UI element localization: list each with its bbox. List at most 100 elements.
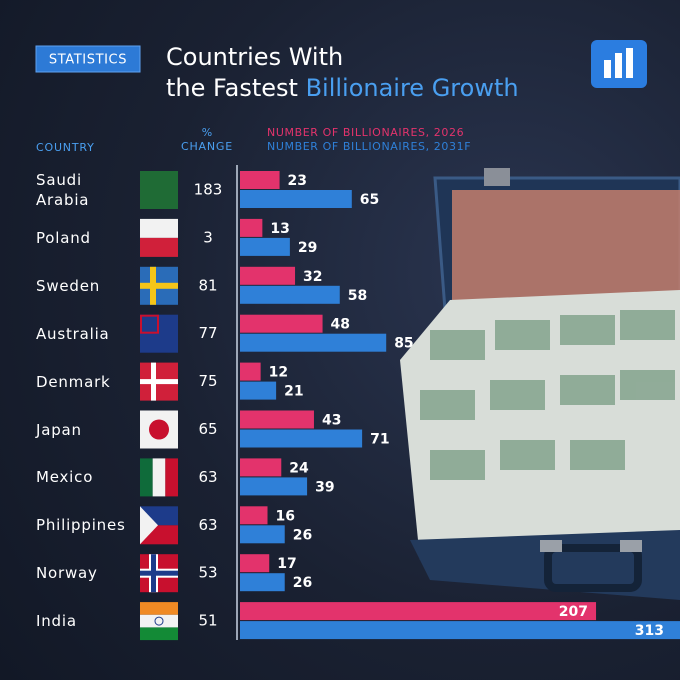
chart-title-line: the Fastest Billionaire Growth — [166, 74, 519, 102]
bar — [240, 621, 680, 640]
percent-change: 53 — [198, 564, 217, 582]
badge: STATISTICS — [49, 53, 127, 68]
flag-part — [140, 282, 178, 289]
bar — [240, 333, 387, 352]
flag-part — [149, 419, 169, 440]
country-label: Australia — [36, 324, 110, 343]
percent-change: 63 — [198, 468, 217, 486]
flag-part — [140, 218, 178, 238]
bar — [240, 602, 597, 621]
value-label: 48 — [331, 317, 350, 333]
flag-part — [142, 316, 157, 332]
value-label: 16 — [276, 508, 295, 524]
flag-part — [140, 506, 158, 545]
flag — [140, 171, 178, 209]
country-label: Mexico — [36, 468, 94, 487]
value-label: 26 — [293, 575, 312, 591]
percent-change: 63 — [198, 516, 217, 534]
value-label: 71 — [370, 432, 389, 448]
legend-entry: NUMBER OF BILLIONAIRES, 2026 — [267, 126, 464, 139]
chart-title: Countries With — [166, 43, 343, 71]
title-line2: the Fastest — [166, 74, 298, 102]
flag — [140, 554, 178, 593]
value-label: 43 — [322, 413, 341, 429]
percent-change: 51 — [198, 612, 217, 630]
flag — [140, 218, 178, 257]
value-label: 23 — [288, 173, 307, 189]
percent-change: 65 — [198, 420, 217, 438]
country-label: Denmark — [36, 372, 111, 391]
flag-part — [140, 171, 178, 209]
flag-part — [140, 379, 178, 385]
value-label: 65 — [360, 192, 379, 208]
bar — [240, 190, 352, 208]
flag-part — [165, 458, 178, 497]
flag — [140, 506, 178, 545]
value-label: 85 — [394, 336, 413, 352]
value-label: 39 — [315, 479, 334, 495]
bar — [240, 362, 261, 381]
value-label: 58 — [348, 288, 367, 304]
legend-entry: NUMBER OF BILLIONAIRES, 2031F — [267, 140, 471, 153]
bar — [240, 429, 363, 448]
bar — [240, 266, 296, 285]
country-label: India — [36, 612, 77, 631]
country-label: Poland — [36, 228, 91, 247]
change-header: % — [202, 126, 212, 139]
bars — [240, 171, 680, 640]
badge-box — [35, 45, 141, 73]
bar — [240, 314, 323, 333]
flag — [140, 266, 178, 305]
value-label: 26 — [293, 527, 312, 543]
flag-part — [140, 602, 178, 615]
percent-change: 3 — [203, 228, 213, 246]
value-label: 12 — [269, 365, 288, 381]
flag — [140, 362, 178, 401]
country-label: Saudi Arabia — [36, 171, 90, 209]
bar — [240, 285, 340, 304]
flag-part — [140, 614, 178, 628]
bar — [240, 506, 268, 525]
flag — [140, 314, 178, 353]
percent-change: 183 — [194, 181, 223, 199]
country-header: COUNTRY — [36, 141, 95, 154]
flag-part — [140, 570, 178, 576]
country-label: Philippines — [36, 516, 126, 535]
bar — [240, 458, 282, 477]
value-label: 21 — [284, 384, 303, 400]
title-highlight: Billionaire Growth — [306, 74, 519, 102]
percent-change: 75 — [198, 372, 217, 390]
percent-change: 77 — [198, 324, 217, 342]
flag-part — [152, 458, 166, 497]
country-label: Japan — [36, 420, 82, 439]
country-label: Norway — [36, 564, 98, 583]
bar — [240, 237, 290, 256]
flag-part — [140, 458, 153, 497]
flag — [140, 410, 178, 449]
flag-part — [140, 627, 178, 641]
value-label: 207 — [559, 604, 588, 620]
bar — [240, 477, 308, 496]
change-header: CHANGE — [181, 140, 233, 153]
value-label: 32 — [303, 269, 322, 285]
bar — [240, 218, 263, 237]
bar — [240, 573, 285, 592]
flag — [140, 458, 178, 497]
bar — [240, 554, 270, 573]
percent-change: 81 — [198, 276, 217, 294]
briefcase-illustration — [400, 168, 680, 600]
flag — [140, 602, 178, 641]
value-label: 313 — [635, 623, 664, 639]
bar — [240, 381, 277, 400]
country-label: Sweden — [36, 276, 101, 295]
value-label: 13 — [270, 221, 289, 237]
bar — [240, 525, 285, 544]
value-label: 24 — [289, 460, 309, 476]
value-label: 17 — [277, 556, 296, 572]
flag-part — [154, 616, 164, 626]
bar — [240, 171, 280, 189]
logo — [591, 40, 647, 88]
value-label: 29 — [298, 240, 317, 256]
